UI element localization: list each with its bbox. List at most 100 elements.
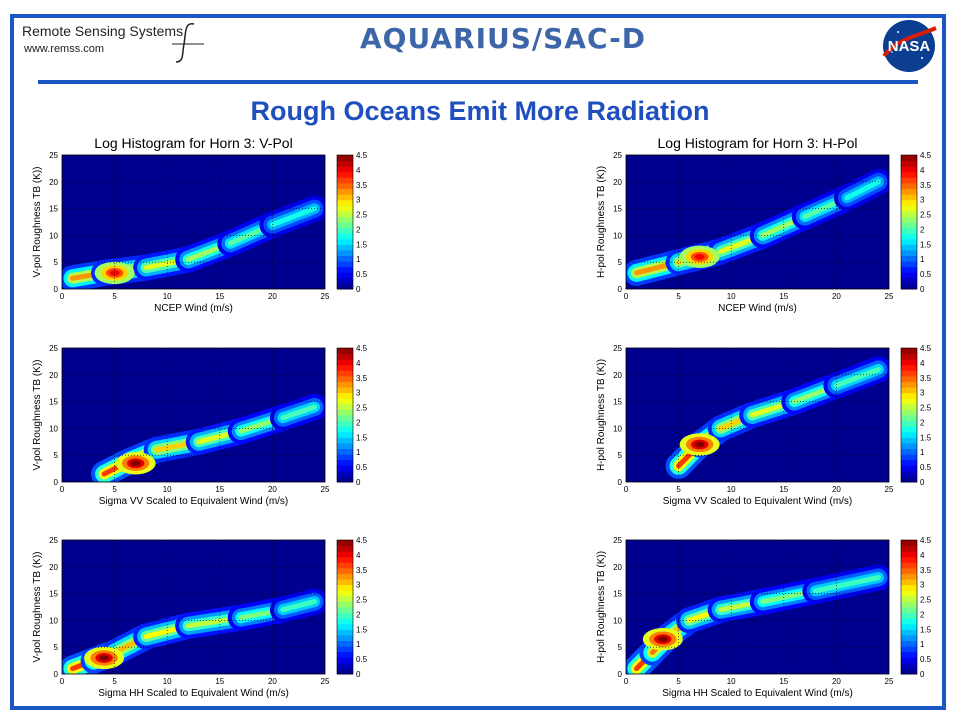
colorbar-step	[901, 634, 917, 641]
colorbar-step	[901, 442, 917, 449]
x-tick-label: 15	[779, 292, 788, 301]
colorbar-tick-label: 0.5	[920, 655, 932, 664]
colorbar-tick-label: 2	[356, 225, 361, 234]
colorbar-tick-label: 2	[356, 610, 361, 619]
colorbar-tick-label: 2.5	[920, 596, 932, 605]
colorbar-step	[901, 640, 917, 647]
colorbar-step	[901, 459, 917, 466]
colorbar-frame	[336, 154, 354, 290]
colorbar-step	[337, 584, 353, 591]
colorbar-tick-label: 2	[920, 225, 925, 234]
y-tick-label: 0	[54, 285, 59, 294]
x-tick-label: 5	[676, 485, 681, 494]
colorbar-step	[337, 392, 353, 399]
slide-border	[10, 14, 946, 710]
colorbar-tick-label: 3.5	[920, 374, 932, 383]
y-tick-label: 5	[54, 258, 59, 267]
colorbar-step	[337, 465, 353, 472]
y-tick-label: 20	[613, 563, 622, 572]
colorbar-step	[337, 601, 353, 608]
colorbar-tick-label: 3	[920, 196, 925, 205]
colorbar-step	[901, 420, 917, 427]
colorbar-step	[901, 618, 917, 625]
colorbar-step	[337, 266, 353, 273]
colorbar-tick-label: 4.5	[356, 151, 368, 160]
colorbar-tick-label: 0	[356, 285, 361, 294]
colorbar-step	[901, 171, 917, 178]
colorbar-tick-label: 1	[356, 640, 361, 649]
heatmap-cells	[62, 195, 325, 289]
colorbar-step	[337, 623, 353, 630]
colorbar-step	[901, 573, 917, 580]
colorbar-step	[337, 171, 353, 178]
colorbar-step	[337, 595, 353, 602]
colorbar-tick-label: 1	[920, 640, 925, 649]
colorbar-tick-label: 0.5	[356, 463, 368, 472]
colorbar-step	[901, 601, 917, 608]
colorbar-step	[337, 182, 353, 189]
x-tick-label: 15	[215, 677, 224, 686]
y-axis-label: V-pol Roughness TB (K))	[32, 360, 43, 471]
plot-frame	[61, 154, 326, 290]
x-tick-label: 10	[727, 677, 736, 686]
y-axis-label: V-pol Roughness TB (K))	[32, 167, 43, 278]
colorbar-step	[337, 398, 353, 405]
colorbar-step	[901, 238, 917, 245]
colorbar-tick-label: 3.5	[920, 181, 932, 190]
ridge-band	[812, 575, 881, 594]
colorbar-step	[901, 155, 917, 162]
x-axis-label: Sigma HH Scaled to Equivalent Wind (m/s)	[98, 688, 289, 699]
x-tick-label: 0	[624, 677, 629, 686]
colorbar-step	[901, 364, 917, 371]
colorbar-step	[901, 353, 917, 360]
colorbar-tick-label: 0.5	[356, 270, 368, 279]
colorbar-step	[901, 283, 917, 290]
colorbar-step	[337, 283, 353, 290]
colorbar-step	[901, 567, 917, 574]
peak-cell	[694, 441, 705, 448]
y-tick-label: 5	[54, 451, 59, 460]
colorbar-step	[901, 448, 917, 455]
colorbar-step	[337, 662, 353, 669]
colorbar-step	[901, 584, 917, 591]
colorbar-step	[901, 612, 917, 619]
y-tick-label: 15	[613, 398, 622, 407]
colorbar-step	[337, 470, 353, 477]
heatmap-cells	[626, 168, 889, 286]
heatmap-cells	[62, 588, 325, 674]
colorbar-step	[337, 255, 353, 262]
x-tick-label: 20	[832, 485, 841, 494]
colorbar-step	[901, 182, 917, 189]
y-tick-label: 10	[49, 424, 58, 433]
colorbar-step	[337, 579, 353, 586]
x-tick-label: 0	[624, 485, 629, 494]
y-tick-label: 25	[613, 536, 622, 545]
colorbar-step	[337, 375, 353, 382]
x-tick-label: 10	[163, 292, 172, 301]
colorbar: 0 0.5 1 1.5 2 2.5 3 3.5 4 4.5	[336, 536, 368, 679]
colorbar-step	[901, 266, 917, 273]
colorbar-step	[337, 646, 353, 653]
colorbar-step	[901, 657, 917, 664]
colorbar-tick-label: 2	[356, 418, 361, 427]
colorbar-step	[337, 261, 353, 268]
heatmap-cells	[91, 394, 325, 482]
colorbar-step	[901, 177, 917, 184]
colorbar-step	[901, 470, 917, 477]
colorbar-step	[337, 651, 353, 658]
colorbar-step	[901, 590, 917, 597]
colorbar-step	[337, 657, 353, 664]
colorbar: 0 0.5 1 1.5 2 2.5 3 3.5 4 4.5	[900, 151, 932, 294]
colorbar-step	[901, 348, 917, 355]
colorbar-step	[901, 160, 917, 167]
colorbar-step	[337, 277, 353, 284]
colorbar-step	[901, 255, 917, 262]
colorbar-step	[901, 249, 917, 256]
ridge-band	[269, 206, 317, 228]
colorbar-step	[337, 199, 353, 206]
ridge-band	[844, 179, 881, 201]
